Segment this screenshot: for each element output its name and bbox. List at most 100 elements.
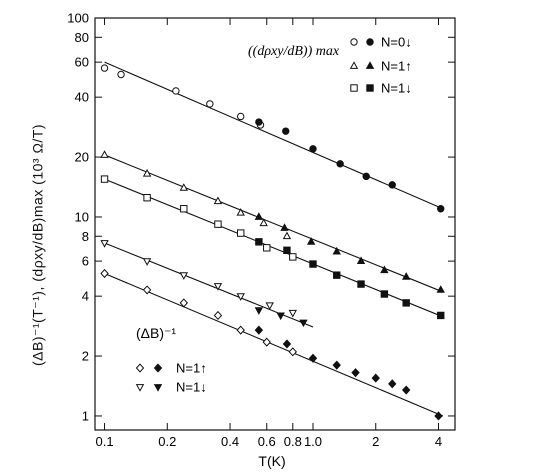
point-filled-square (380, 290, 389, 298)
y-tick-label: 2 (82, 349, 89, 364)
point-open-triangle-down (142, 258, 152, 266)
point-open-square (263, 244, 271, 252)
point-filled-square (283, 246, 291, 255)
fit-line-circle (104, 61, 444, 210)
legend-top-label: N=1↓ (381, 81, 412, 96)
point-filled-square (437, 311, 445, 320)
x-tick-label: 0.8 (284, 434, 302, 449)
point-filled-circle (309, 145, 317, 153)
point-filled-diamond (402, 385, 411, 395)
y-tick-label: 10 (75, 209, 89, 224)
legend-top-header: ((dρxy/dB)) max (248, 44, 340, 59)
y-tick-label: 6 (82, 254, 89, 269)
point-filled-triangle-up (436, 285, 445, 293)
point-filled-triangle-up (332, 246, 341, 255)
point-filled-triangle-down (254, 307, 264, 315)
legend-top: ((dρxy/dB)) max N=0↓ N=1↑ N=1↓ (248, 35, 412, 96)
point-filled-square (309, 260, 317, 268)
point-open-diamond (262, 337, 271, 347)
legend-top-filled-circle (366, 38, 374, 46)
point-open-circle (117, 70, 125, 79)
point-open-triangle-up (236, 208, 245, 216)
y-tick-label: 100 (67, 11, 89, 26)
y-axis-label: (ΔB)⁻¹(T⁻¹), (dρxy/dB)max (10³ Ω/T) (29, 123, 46, 367)
legend-bottom-label: N=1↑ (176, 361, 207, 376)
point-filled-circle (437, 205, 445, 213)
y-tick-label: 80 (75, 30, 89, 45)
legend-bottom-label: N=1↓ (176, 380, 207, 395)
point-open-diamond (213, 310, 223, 321)
point-open-square (289, 253, 297, 261)
data-points (100, 64, 445, 421)
point-filled-triangle-down (276, 312, 285, 321)
point-filled-circle (255, 118, 263, 126)
point-open-triangle-up (282, 231, 292, 240)
legend-bottom: (ΔB)⁻¹ N=1↑ N=1↓ (135, 325, 207, 395)
x-tick-label: 4 (435, 434, 442, 449)
point-open-triangle-down (213, 283, 223, 291)
legend-top-label: N=0↓ (381, 35, 412, 50)
fit-line-diamond (104, 272, 444, 417)
point-filled-triangle-down (299, 319, 308, 328)
point-open-triangle-up (142, 168, 152, 177)
point-filled-triangle-up (306, 237, 316, 245)
legend-bottom-header: (ΔB)⁻¹ (136, 325, 176, 341)
legend-top-open-square (350, 84, 358, 92)
point-filled-square (357, 280, 365, 288)
point-open-triangle-down (288, 309, 297, 318)
point-open-triangle-up (100, 150, 109, 158)
point-filled-square (255, 238, 263, 246)
axis-ticks (95, 17, 455, 430)
point-open-circle (100, 64, 109, 72)
point-open-square (180, 205, 188, 213)
point-filled-diamond (332, 360, 341, 370)
point-filled-circle (282, 127, 290, 135)
point-filled-triangle-up (356, 256, 366, 265)
point-open-diamond (236, 325, 245, 335)
point-open-diamond (179, 298, 188, 308)
point-open-triangle-down (179, 272, 189, 280)
point-open-triangle-up (179, 183, 189, 191)
point-filled-diamond (371, 373, 380, 383)
point-open-square (237, 229, 245, 237)
legend-top-open-triangle-up (349, 61, 359, 69)
legend-bottom-open-diamond (135, 363, 145, 373)
x-tick-label: 2 (372, 434, 379, 449)
point-open-triangle-down (100, 240, 109, 248)
point-open-triangle-down (236, 293, 245, 301)
point-open-circle (172, 87, 180, 95)
fit-lines (104, 61, 444, 417)
legend-bottom-open-triangle-down (135, 384, 145, 392)
point-open-diamond (100, 268, 109, 279)
plot-border (94, 17, 456, 431)
fit-line-square (104, 178, 444, 318)
point-open-diamond (288, 347, 297, 357)
point-open-diamond (142, 285, 152, 295)
y-tick-label: 8 (82, 229, 89, 244)
y-tick-label: 1 (82, 408, 89, 423)
point-filled-diamond (434, 411, 443, 421)
point-open-square (100, 175, 109, 183)
legend-top-label: N=1↑ (381, 59, 412, 74)
plot-frame (94, 17, 456, 431)
x-tick-label: 0.4 (221, 434, 239, 449)
point-open-square (143, 193, 151, 202)
x-tick-label: 0.2 (158, 434, 176, 449)
legend-bottom-filled-triangle-down (153, 384, 163, 392)
point-open-circle (237, 112, 245, 121)
x-axis-label: T(K) (258, 453, 285, 469)
point-open-triangle-up (213, 196, 223, 205)
x-tick-label: 0.6 (258, 434, 276, 449)
legend-top-filled-square (366, 84, 374, 92)
point-filled-triangle-up (380, 265, 389, 274)
point-filled-triangle-up (280, 223, 289, 231)
legend-bottom-filled-diamond (153, 363, 163, 373)
point-filled-triangle-up (254, 212, 264, 220)
point-filled-circle (336, 160, 344, 168)
point-open-circle (206, 100, 214, 108)
y-tick-label: 4 (82, 289, 89, 304)
legend-top-open-circle (350, 38, 358, 46)
point-filled-square (402, 299, 410, 307)
tick-labels: 0.1 0.2 0.4 0.6 0.8 1.0 2 4 1 2 4 6 8 10 20 40 60 80 100 (67, 11, 442, 450)
